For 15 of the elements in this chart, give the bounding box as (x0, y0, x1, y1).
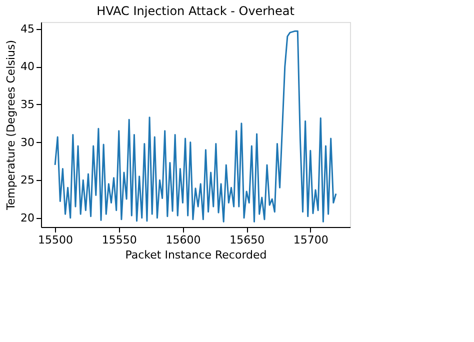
line-series (54, 30, 337, 222)
x-tick-label: 15700 (293, 234, 328, 246)
x-tick-label: 15650 (230, 234, 265, 246)
y-tick-label: 30 (20, 136, 34, 149)
y-axis-title: Temperature (Degrees Celsius) (4, 40, 18, 212)
x-tick-label: 15550 (102, 234, 137, 246)
y-tick-label: 45 (20, 22, 34, 36)
x-axis-title: Packet Instance Recorded (125, 248, 267, 262)
y-tick-label: 20 (20, 211, 34, 224)
x-tick-label: 15500 (38, 234, 74, 246)
y-tick-label: 25 (20, 174, 34, 187)
chart-title: HVAC Injection Attack - Overheat (96, 4, 295, 18)
y-tick-label: 35 (20, 98, 34, 111)
x-tick-label: 15600 (166, 234, 201, 246)
y-tick-label: 40 (20, 60, 34, 74)
